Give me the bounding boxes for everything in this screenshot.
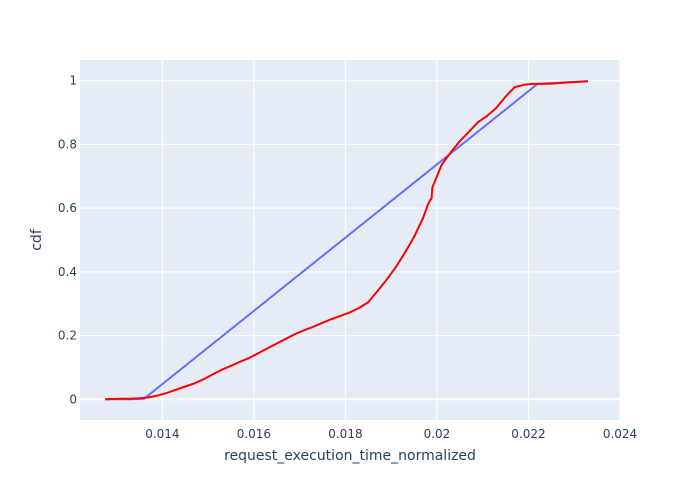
gridlines	[80, 60, 621, 420]
y-tick-label: 0.6	[58, 201, 77, 215]
x-tick-label: 0.02	[424, 427, 451, 441]
x-axis-title: request_execution_time_normalized	[224, 448, 476, 464]
y-tick-label: 1	[69, 74, 77, 88]
tick-labels: 0.014 0.016 0.018 0.02 0.022 0.024 0 0.2 0.4 0.6 0…	[58, 74, 637, 441]
series-layer	[105, 80, 589, 401]
y-tick-label: 0.4	[58, 265, 77, 279]
y-axis-title: cdf	[29, 228, 45, 251]
x-tick-label: 0.016	[237, 427, 271, 441]
x-tick-label: 0.014	[145, 427, 179, 441]
y-tick-label: 0	[69, 392, 77, 406]
x-tick-label: 0.018	[328, 427, 362, 441]
y-tick-label: 0.8	[58, 137, 77, 151]
y-tick-label: 0.2	[58, 329, 77, 343]
x-tick-label: 0.024	[603, 427, 637, 441]
plot-background	[80, 60, 620, 420]
series-line-2	[105, 80, 589, 401]
x-tick-label: 0.022	[511, 427, 545, 441]
